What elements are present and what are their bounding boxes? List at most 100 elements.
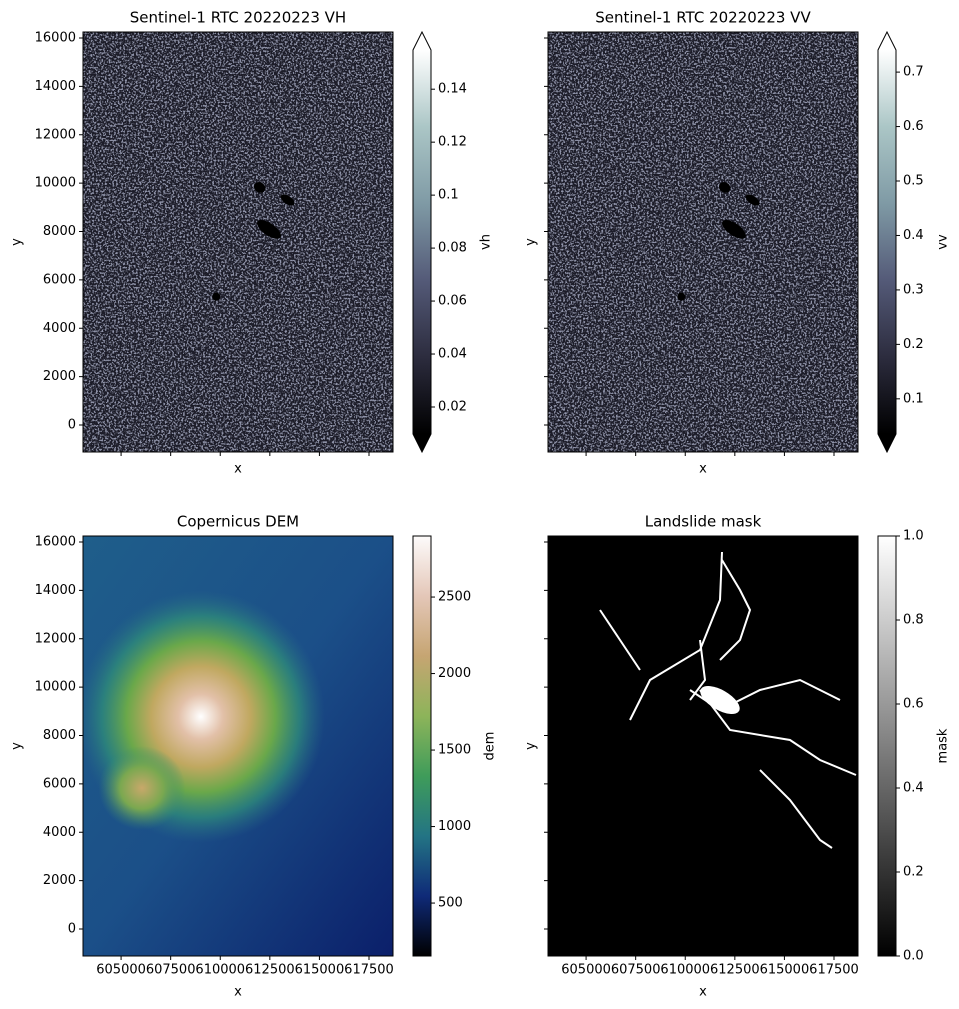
colorbar-tick-label: 0.14 (438, 82, 467, 97)
colorbar-tick-label: 2000 (438, 666, 471, 681)
colorbar-tick-label: 0.08 (438, 241, 467, 256)
raster-mask (700, 686, 740, 714)
x-tick-label: 612500 (245, 963, 295, 978)
y-axis-label: y (10, 238, 25, 246)
x-tick-label: 605000 (561, 963, 611, 978)
x-tick-label: 605000 (96, 963, 146, 978)
colorbar-tick-label: 0.12 (438, 135, 467, 150)
colorbar-tick-label: 500 (438, 896, 463, 911)
axes-frame (82, 535, 394, 957)
raster (83, 536, 393, 956)
x-tick-label: 617500 (344, 963, 394, 978)
y-tick-label: 10000 (35, 680, 76, 695)
raster-mask (719, 559, 752, 661)
colorbar-extend (878, 434, 896, 452)
colorbar-tick-label: 0.1 (438, 188, 459, 203)
raster-peak (98, 746, 186, 830)
colorbar-label: vv (936, 234, 951, 250)
x-tick-label: 617500 (809, 963, 859, 978)
colorbar-tick-label: 0.3 (903, 282, 924, 297)
x-tick-label: 615000 (295, 963, 345, 978)
y-tick-label: 8000 (43, 728, 76, 743)
colorbar-tick-label: 0.2 (903, 865, 924, 880)
raster-noise (83, 32, 393, 452)
raster-dark (280, 194, 295, 206)
raster-dark (719, 182, 731, 193)
colorbar-tick-label: 1000 (438, 819, 471, 834)
y-axis-label: y (524, 238, 539, 246)
colorbar-tick-label: 1500 (438, 743, 471, 758)
colorbar-tick-label: 1.0 (903, 529, 924, 544)
raster-dark (254, 182, 266, 193)
axes-frame (547, 31, 859, 453)
y-tick-label: 2000 (43, 369, 76, 384)
chart-title: Sentinel-1 RTC 20220223 VH (130, 9, 346, 27)
chart-title: Landslide mask (645, 513, 762, 531)
colorbar-extend (878, 32, 896, 50)
colorbar-frame (412, 535, 432, 957)
colorbar (878, 50, 896, 434)
colorbar (878, 536, 896, 956)
raster-dark (257, 219, 281, 239)
raster-dark (212, 292, 221, 301)
raster-dark (722, 219, 746, 239)
colorbar (413, 536, 431, 956)
raster (548, 536, 858, 956)
colorbar-tick-label: 0.8 (903, 613, 924, 628)
x-tick-label: 607500 (146, 963, 196, 978)
y-tick-label: 4000 (43, 825, 76, 840)
raster-mask (689, 639, 707, 701)
colorbar-tick-label: 0.4 (903, 228, 924, 243)
x-tick-label: 607500 (611, 963, 661, 978)
axes-frame (547, 535, 859, 957)
colorbar-tick-label: 0.6 (903, 119, 924, 134)
colorbar (413, 50, 431, 434)
x-axis-label: x (234, 462, 242, 477)
y-axis-label: y (524, 742, 539, 750)
colorbar-tick-label: 0.1 (903, 391, 924, 406)
x-axis-label: x (699, 462, 707, 477)
colorbar-label: vh (479, 234, 494, 250)
y-tick-label: 14000 (35, 583, 76, 598)
raster-mask (599, 609, 641, 671)
y-tick-label: 6000 (43, 272, 76, 287)
x-axis-label: x (699, 985, 707, 1000)
raster (83, 32, 393, 452)
colorbar-tick-label: 2500 (438, 590, 471, 605)
x-tick-label: 610000 (660, 963, 710, 978)
x-axis-label: x (234, 985, 242, 1000)
y-tick-label: 2000 (43, 873, 76, 888)
raster-mask (629, 551, 723, 721)
colorbar-label: dem (483, 732, 498, 761)
x-tick-label: 612500 (710, 963, 760, 978)
colorbar-tick-label: 0.6 (903, 697, 924, 712)
colorbar-tick-label: 0.02 (438, 399, 467, 414)
colorbar-label: mask (936, 728, 951, 763)
y-tick-label: 12000 (35, 127, 76, 142)
x-tick-label: 610000 (195, 963, 245, 978)
y-axis-label: y (10, 742, 25, 750)
x-tick-label: 615000 (760, 963, 810, 978)
colorbar-tick-label: 0.2 (903, 337, 924, 352)
raster-bg (548, 536, 858, 956)
colorbar-tick-label: 0.5 (903, 174, 924, 189)
colorbar-extend (413, 434, 431, 452)
colorbar-extend (413, 32, 431, 50)
y-tick-label: 6000 (43, 776, 76, 791)
y-tick-label: 12000 (35, 631, 76, 646)
y-tick-label: 10000 (35, 176, 76, 191)
y-tick-label: 4000 (43, 321, 76, 336)
axes-frame (82, 31, 394, 453)
raster (548, 32, 858, 452)
colorbar-tick-label: 0.0 (903, 949, 924, 964)
y-tick-label: 14000 (35, 79, 76, 94)
colorbar-tick-label: 0.06 (438, 294, 467, 309)
raster-dark (677, 292, 686, 301)
y-tick-label: 0 (68, 922, 76, 937)
colorbar-tick-label: 0.04 (438, 347, 467, 362)
colorbar-tick-label: 0.7 (903, 65, 924, 80)
colorbar-frame (877, 30, 897, 454)
chart-title: Copernicus DEM (177, 513, 299, 531)
y-tick-label: 0 (68, 418, 76, 433)
